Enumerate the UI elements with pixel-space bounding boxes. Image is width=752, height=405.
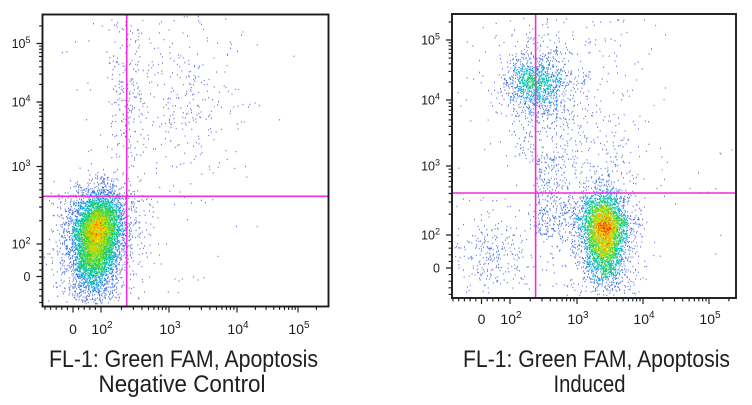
svg-text:FL-1: Green FAM, Apoptosis: FL-1: Green FAM, Apoptosis: [463, 346, 730, 373]
svg-text:0: 0: [69, 321, 77, 337]
svg-text:Negative Control: Negative Control: [99, 371, 266, 398]
svg-text:0: 0: [478, 311, 486, 327]
svg-text:0: 0: [24, 270, 31, 284]
svg-text:FL-1: Green FAM, Apoptosis: FL-1: Green FAM, Apoptosis: [49, 346, 318, 373]
svg-text:0: 0: [433, 262, 440, 276]
svg-text:Induced: Induced: [554, 371, 626, 398]
